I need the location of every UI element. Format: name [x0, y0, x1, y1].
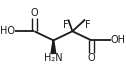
Text: O: O — [30, 8, 38, 18]
Text: OH: OH — [111, 35, 125, 45]
Polygon shape — [51, 40, 56, 53]
Text: F: F — [63, 20, 68, 30]
Text: HO: HO — [0, 26, 15, 36]
Text: O: O — [88, 53, 95, 63]
Text: H₂N: H₂N — [44, 53, 63, 63]
Text: F: F — [85, 20, 91, 30]
